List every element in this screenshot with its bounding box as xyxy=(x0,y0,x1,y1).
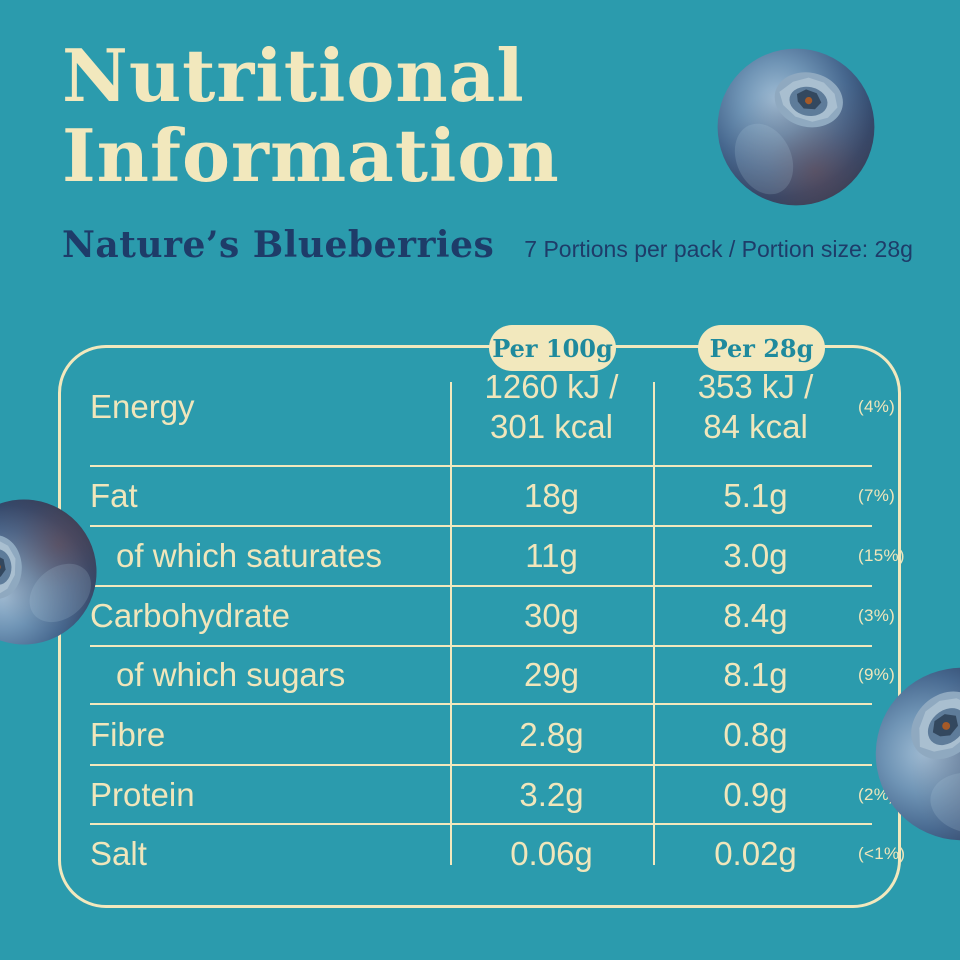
value-per100g: 30g xyxy=(523,597,580,634)
reference-intake-percent: (15%) xyxy=(858,546,905,565)
nutrient-label: Salt xyxy=(90,835,147,872)
value-per28g: 8.4g xyxy=(723,597,788,634)
table-row-fibre: Fibre 2.8g 0.8g xyxy=(61,704,898,766)
table-row-energy: Energy 1260 kJ / 301 kcal 353 kJ / 84 kc… xyxy=(61,348,898,467)
product-name: Nature’s Blueberries xyxy=(62,224,495,266)
column-header-per100g: Per 100g xyxy=(489,325,616,371)
nutrient-label: Carbohydrate xyxy=(90,597,290,634)
reference-intake-percent: (3%) xyxy=(858,606,896,625)
value-per28g: 0.8g xyxy=(723,715,788,753)
nutrient-label: of which sugars xyxy=(116,656,346,693)
value-per28g: 0.9g xyxy=(723,775,788,813)
page-title-line1: Nutritional xyxy=(62,33,525,118)
value-per28g: 3.0g xyxy=(723,537,788,574)
column-divider xyxy=(450,382,452,865)
value-per100g: 0.06g xyxy=(510,835,593,872)
table-row-fat: Fat 18g 5.1g (7%) xyxy=(61,466,898,527)
page-title: Nutritional Information xyxy=(62,36,560,196)
value-per28g: 5.1g xyxy=(723,477,788,514)
table-row-saturates: of which saturates 11g 3.0g (15%) xyxy=(61,526,905,587)
product-row: Nature’s Blueberries 7 Portions per pack… xyxy=(62,224,913,266)
portion-info: 7 Portions per pack / Portion size: 28g xyxy=(524,236,913,262)
value-line: 1260 kJ / xyxy=(484,368,619,405)
value-per100g: 2.8g xyxy=(519,715,584,753)
nutrient-label: of which saturates xyxy=(116,537,382,574)
nutrient-label: Protein xyxy=(90,775,195,813)
value-per100g: 11g xyxy=(525,537,578,574)
table-rows: Energy 1260 kJ / 301 kcal 353 kJ / 84 kc… xyxy=(61,348,905,905)
table-row-carbohydrate: Carbohydrate 30g 8.4g (3%) xyxy=(61,586,898,647)
value-line: 301 kcal xyxy=(490,408,613,445)
table-row-protein: Protein 3.2g 0.9g (2%) xyxy=(61,765,898,825)
reference-intake-percent: (7%) xyxy=(858,486,896,505)
column-header-per28g: Per 28g xyxy=(698,325,825,371)
table-row-salt: Salt 0.06g 0.02g (<1%) xyxy=(61,824,905,884)
nutrient-label: Fibre xyxy=(90,715,166,753)
value-per100g: 3.2g xyxy=(519,775,584,813)
value-line: 84 kcal xyxy=(703,408,808,445)
reference-intake-percent: (9%) xyxy=(858,665,896,684)
reference-intake-percent: (<1%) xyxy=(858,844,906,863)
value-line: 353 kJ / xyxy=(697,368,814,405)
nutrition-table: Per 100g Per 28g Energy 1260 kJ / 301 kc… xyxy=(58,325,905,908)
value-per28g: 0.02g xyxy=(714,835,797,872)
table-row-sugars: of which sugars 29g 8.1g (9%) xyxy=(61,646,898,705)
value-per28g: 8.1g xyxy=(723,656,788,693)
blueberry-image xyxy=(716,47,876,207)
value-per100g: 1260 kJ / 301 kcal xyxy=(450,367,653,447)
column-divider xyxy=(653,382,655,865)
nutrient-label: Energy xyxy=(90,388,195,425)
page-title-line2: Information xyxy=(62,113,560,198)
value-per100g: 18g xyxy=(523,477,580,514)
reference-intake-percent: (4%) xyxy=(858,397,896,416)
value-per100g: 29g xyxy=(523,656,580,693)
value-per28g: 353 kJ / 84 kcal xyxy=(653,367,858,447)
nutrient-label: Fat xyxy=(90,477,138,514)
